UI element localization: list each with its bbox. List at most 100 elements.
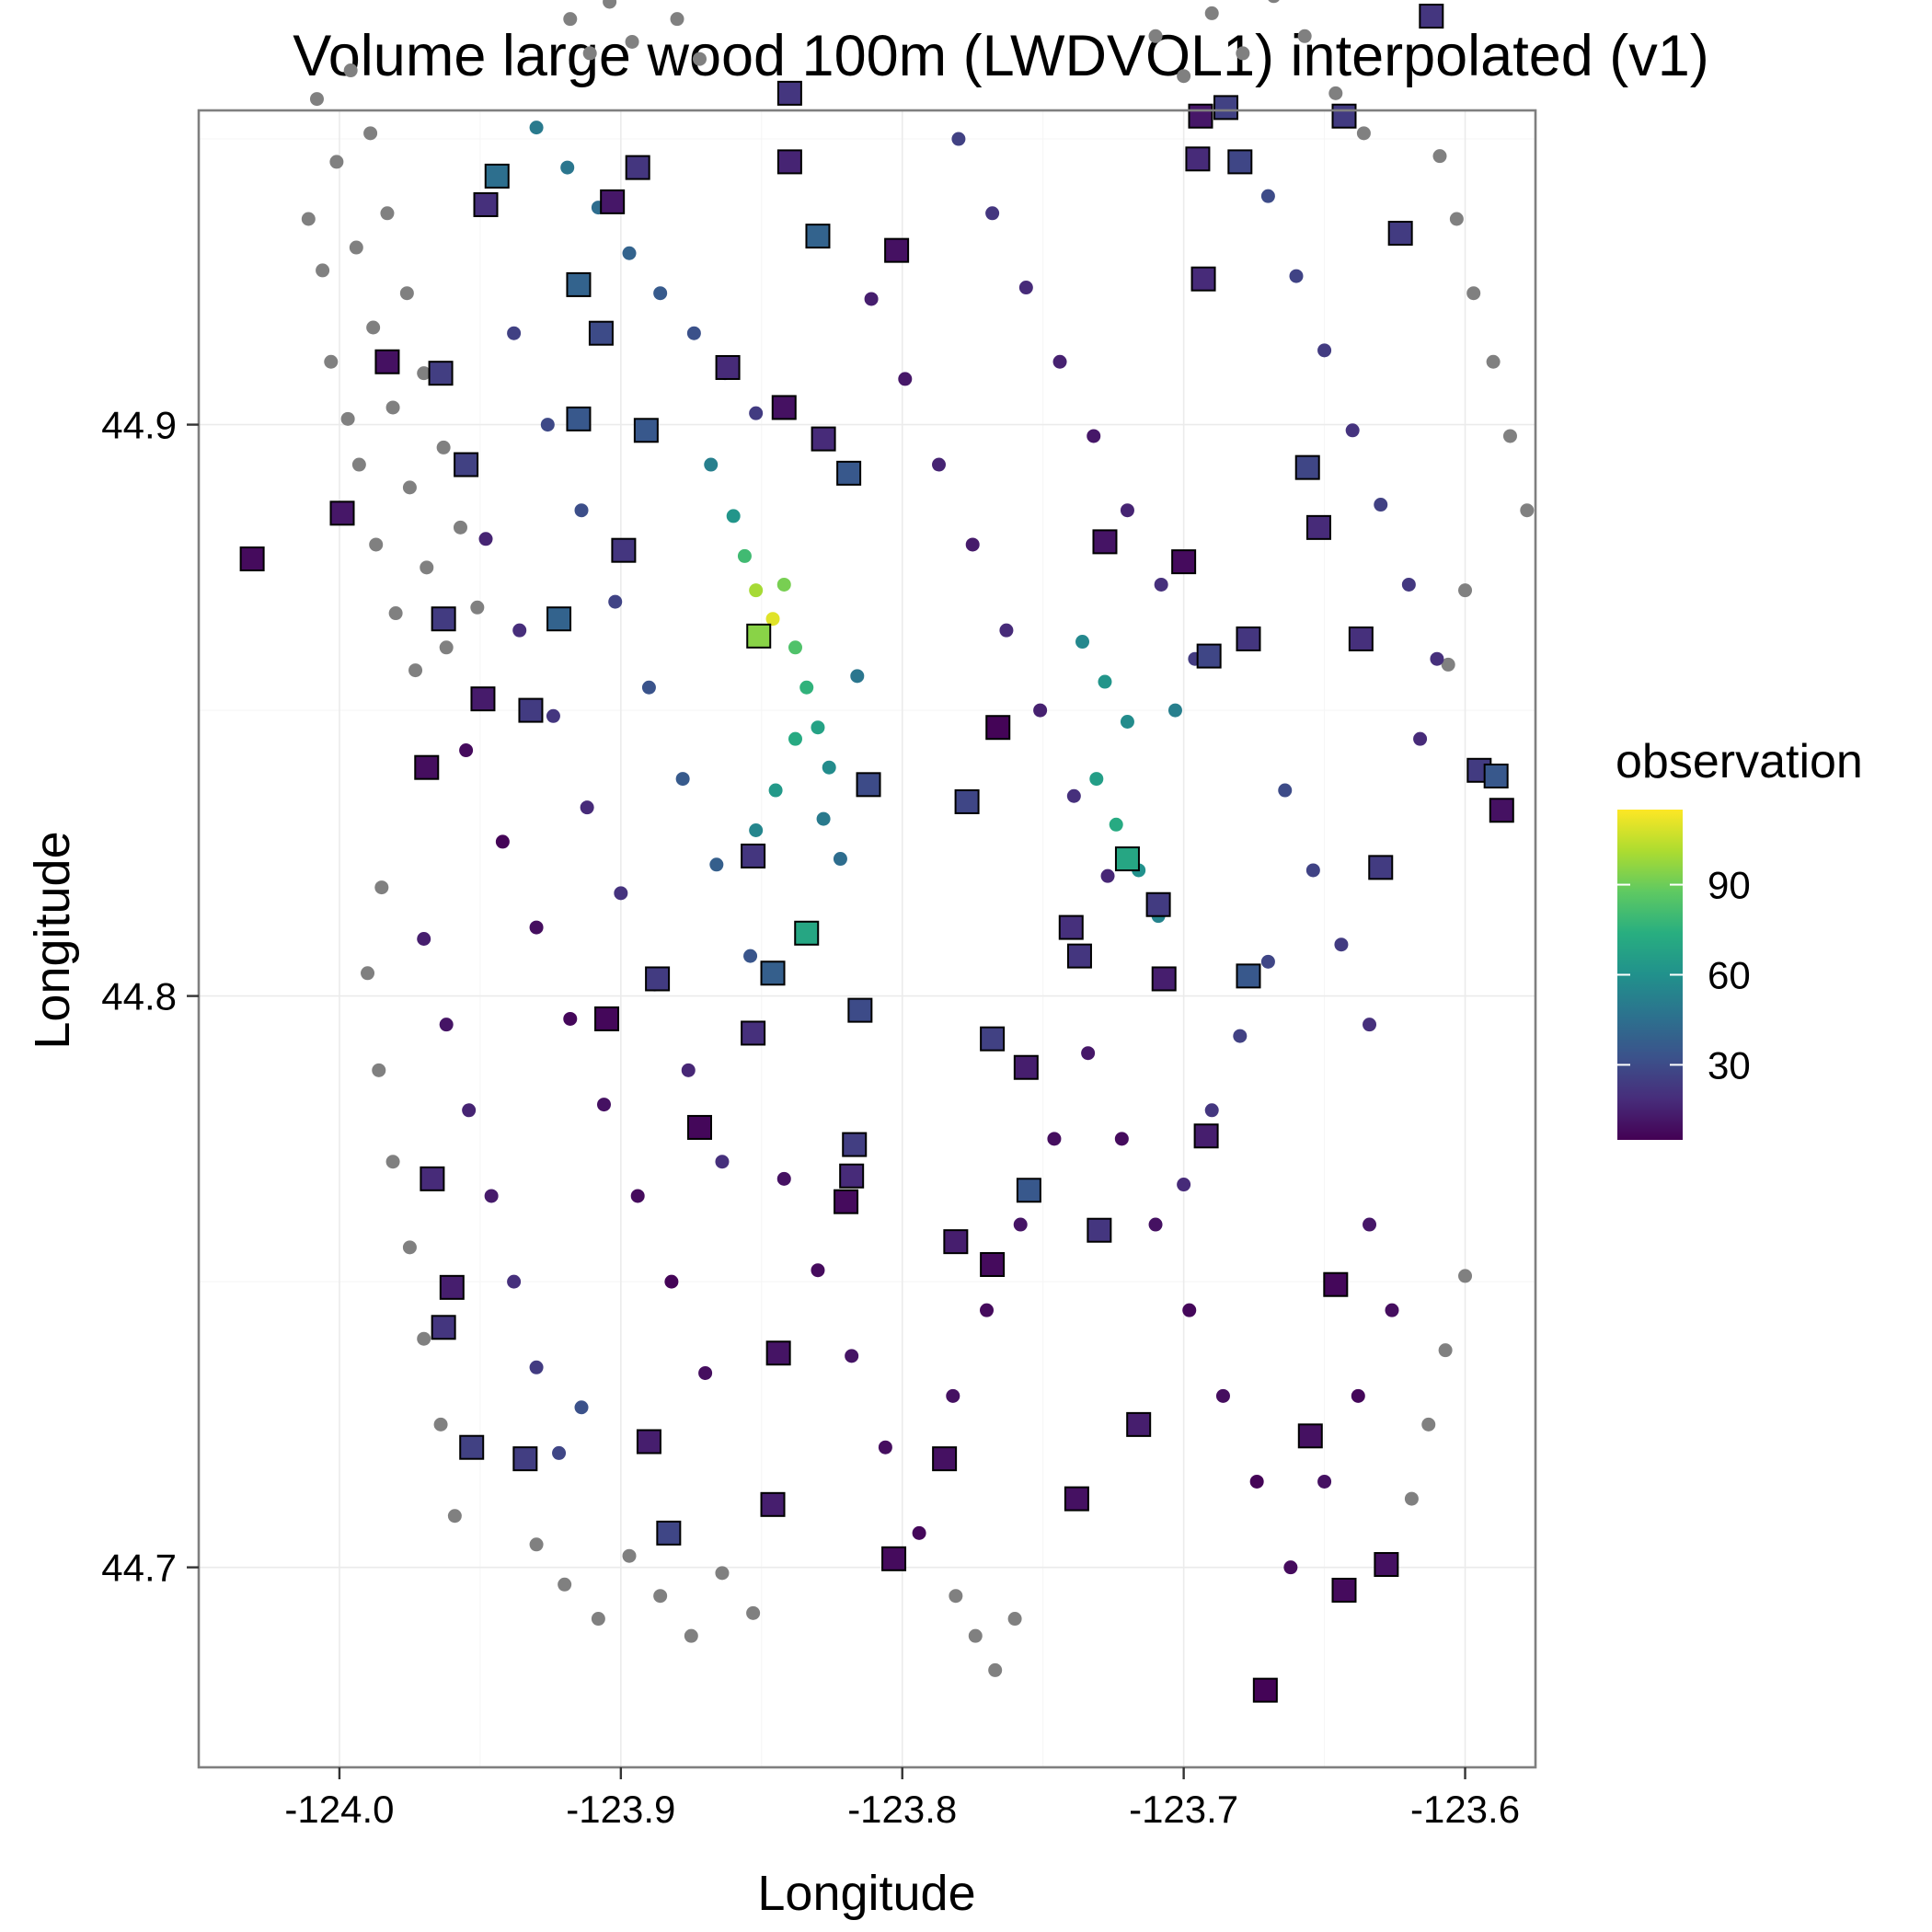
observed-point — [428, 361, 454, 386]
interpolated-point — [563, 1011, 578, 1026]
observed-point — [715, 354, 741, 380]
interpolated-point — [560, 160, 575, 175]
observed-point — [636, 1429, 661, 1455]
interpolated-point — [1297, 29, 1312, 43]
interpolated-point — [653, 1589, 668, 1604]
interpolated-point — [1109, 817, 1123, 832]
interpolated-point — [799, 680, 814, 695]
interpolated-point — [1458, 1269, 1473, 1283]
interpolated-point — [788, 640, 802, 655]
interpolated-point — [433, 1417, 448, 1432]
legend-tick-label: 90 — [1708, 864, 1751, 907]
interpolated-point — [366, 320, 381, 335]
interpolated-point — [1404, 1491, 1419, 1506]
observed-point — [980, 1251, 1006, 1277]
interpolated-point — [625, 34, 639, 49]
interpolated-point — [546, 708, 560, 723]
interpolated-point — [951, 132, 966, 146]
x-tick-label: -123.7 — [1129, 1788, 1238, 1831]
observed-point — [645, 966, 671, 992]
interpolated-point — [507, 1274, 522, 1289]
observed-point — [1252, 1677, 1278, 1703]
interpolated-point — [380, 206, 395, 221]
interpolated-point — [1120, 503, 1134, 518]
observed-point — [484, 163, 510, 189]
interpolated-point — [402, 1240, 417, 1255]
interpolated-point — [1268, 0, 1280, 4]
chart-title: Volume large wood 100m (LWDVOL1) interpo… — [293, 24, 1709, 88]
interpolated-point — [715, 1566, 730, 1581]
interpolated-point — [653, 286, 668, 301]
observed-point — [741, 1020, 766, 1046]
y-axis-title: Longitude — [25, 831, 80, 1049]
interpolated-point — [765, 612, 780, 627]
observed-point — [1489, 798, 1514, 823]
interpolated-point — [968, 1628, 983, 1643]
observed-point — [329, 500, 355, 526]
interpolated-point — [1100, 868, 1115, 883]
interpolated-point — [1148, 1217, 1163, 1232]
interpolated-point — [462, 1103, 477, 1118]
interpolated-point — [343, 63, 358, 78]
interpolated-point — [1356, 126, 1371, 141]
interpolated-point — [1283, 1560, 1298, 1575]
interpolated-point — [1328, 86, 1343, 100]
interpolated-point — [512, 623, 527, 638]
interpolated-point — [1401, 577, 1416, 592]
interpolated-point — [478, 532, 493, 546]
interpolated-point — [372, 1063, 386, 1077]
interpolated-point — [686, 326, 701, 340]
observed-point — [954, 788, 980, 814]
interpolated-point — [749, 823, 764, 838]
interpolated-point — [484, 1189, 499, 1203]
interpolated-point — [408, 663, 423, 678]
interpolated-point — [1449, 212, 1464, 226]
observed-point — [985, 715, 1011, 741]
interpolated-point — [864, 292, 879, 306]
interpolated-point — [507, 326, 522, 340]
interpolated-point — [608, 594, 623, 609]
observed-point — [980, 1026, 1006, 1052]
interpolated-point — [1236, 46, 1250, 61]
x-axis: -124.0 -123.9 -123.8 -123.7 -123.6 — [284, 1767, 1520, 1831]
interpolated-point — [1438, 1343, 1453, 1358]
observed-point — [459, 1434, 485, 1460]
observed-point — [1066, 943, 1092, 969]
interpolated-point — [985, 206, 1000, 221]
observed-point — [686, 1114, 712, 1140]
observed-point — [566, 406, 592, 431]
observed-point — [454, 452, 479, 477]
observed-point — [594, 1006, 620, 1031]
interpolated-point — [704, 457, 719, 472]
observed-point — [1196, 643, 1222, 669]
interpolated-point — [1075, 635, 1090, 650]
interpolated-point — [1520, 503, 1535, 518]
observed-point — [1185, 146, 1211, 172]
observed-point — [1374, 1552, 1399, 1578]
interpolated-point — [1363, 1217, 1377, 1232]
observed-point — [765, 1340, 791, 1366]
observed-point — [1190, 266, 1216, 292]
interpolated-point — [324, 354, 339, 369]
interpolated-point — [1047, 1132, 1062, 1146]
interpolated-point — [1177, 69, 1191, 84]
observed-point — [881, 1546, 907, 1571]
interpolated-point — [768, 783, 783, 798]
interpolated-point — [912, 1525, 926, 1540]
interpolated-point — [1167, 703, 1182, 718]
interpolated-point — [1066, 788, 1081, 803]
interpolated-point — [622, 1548, 637, 1563]
observed-point — [1331, 103, 1357, 129]
interpolated-point — [417, 1331, 431, 1346]
interpolated-point — [574, 1400, 589, 1415]
observed-point — [588, 320, 614, 346]
interpolated-point — [898, 372, 913, 386]
observed-point — [1145, 891, 1171, 917]
color-legend: observation 30 60 90 — [1616, 735, 1863, 1140]
observed-point — [932, 1446, 958, 1472]
interpolated-point — [470, 600, 485, 615]
interpolated-point — [715, 1155, 730, 1169]
interpolated-point — [816, 811, 831, 826]
observed-point — [776, 149, 802, 175]
interpolated-point — [641, 680, 656, 695]
